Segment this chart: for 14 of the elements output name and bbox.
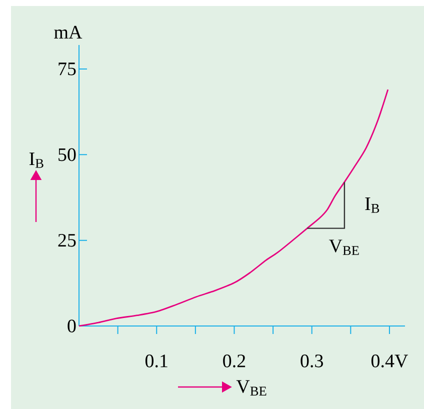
- line-series: [78, 88, 389, 327]
- annotation: V$_{BE}$: [328, 240, 359, 255]
- y-tick-label: 50: [58, 148, 76, 162]
- x-tick-label: 0.2: [223, 354, 246, 368]
- annotation: I$_{B}$: [365, 198, 380, 213]
- x-tick-label: 0.4V: [371, 354, 408, 368]
- y-tick-label: 75: [58, 62, 76, 76]
- x-axis-title: V$_{BE}$: [236, 380, 266, 396]
- y-axis-title: I$_{B}$: [29, 152, 44, 168]
- x-tick-label: 0.1: [145, 354, 168, 368]
- x-tick-label: 0.3: [300, 354, 323, 368]
- y-tick-label: 25: [58, 234, 76, 247]
- y-tick-label: 0: [68, 320, 76, 332]
- text: mA: [54, 26, 82, 38]
